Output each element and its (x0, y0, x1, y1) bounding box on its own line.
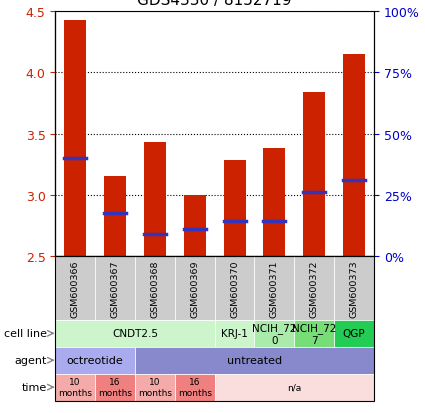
Bar (264, 149, 285, 256)
Text: agent: agent (14, 355, 47, 366)
Bar (184, 195, 206, 256)
Text: GSM600366: GSM600366 (71, 259, 79, 317)
Text: KRJ-1: KRJ-1 (221, 328, 248, 339)
Text: octreotide: octreotide (67, 355, 124, 366)
Text: untreated: untreated (227, 355, 282, 366)
Text: 16
months: 16 months (98, 377, 132, 397)
Text: GSM600368: GSM600368 (150, 259, 159, 317)
Bar (64, 21, 86, 256)
Text: GSM600373: GSM600373 (350, 259, 359, 317)
Text: time: time (22, 382, 47, 392)
Text: GSM600371: GSM600371 (270, 259, 279, 317)
Text: NCIH_72
7: NCIH_72 7 (292, 322, 337, 345)
Title: GDS4330 / 8152719: GDS4330 / 8152719 (137, 0, 292, 8)
Text: 10
months: 10 months (138, 377, 172, 397)
Text: NCIH_72
0: NCIH_72 0 (252, 322, 297, 345)
Text: 10
months: 10 months (58, 377, 92, 397)
Bar (144, 143, 166, 256)
Text: CNDT2.5: CNDT2.5 (112, 328, 158, 339)
Bar (303, 93, 325, 256)
Bar (343, 55, 365, 256)
Text: GSM600367: GSM600367 (110, 259, 119, 317)
Text: 16
months: 16 months (178, 377, 212, 397)
Text: GSM600372: GSM600372 (310, 259, 319, 317)
Text: n/a: n/a (287, 383, 301, 392)
Bar (104, 177, 126, 256)
Text: cell line: cell line (4, 328, 47, 339)
Bar (224, 161, 246, 256)
Text: GSM600370: GSM600370 (230, 259, 239, 317)
Text: GSM600369: GSM600369 (190, 259, 199, 317)
Text: QGP: QGP (343, 328, 366, 339)
